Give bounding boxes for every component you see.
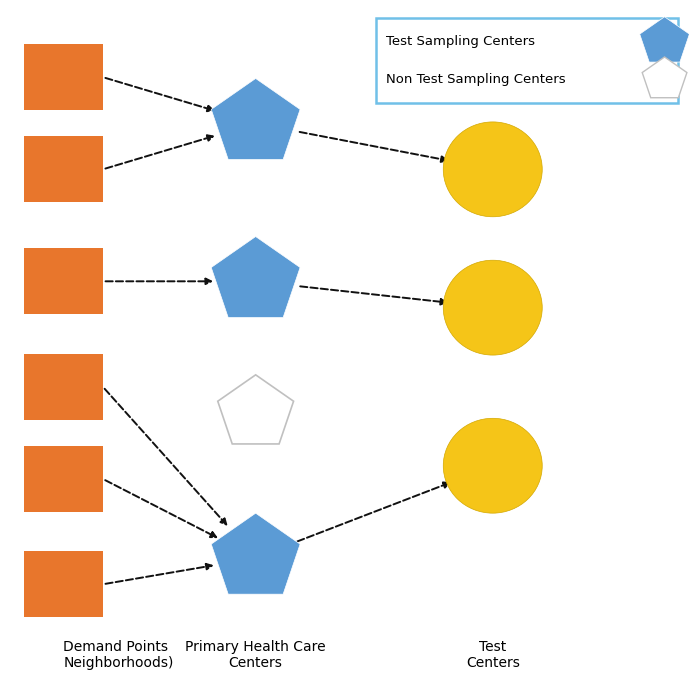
Bar bbox=[23, 137, 103, 202]
Text: Non Test Sampling Centers: Non Test Sampling Centers bbox=[386, 73, 566, 86]
Text: Demand Points
Neighborhoods): Demand Points Neighborhoods) bbox=[63, 640, 174, 671]
Text: Test Sampling Centers: Test Sampling Centers bbox=[386, 35, 535, 48]
Text: Primary Health Care
Centers: Primary Health Care Centers bbox=[186, 640, 326, 671]
FancyBboxPatch shape bbox=[376, 18, 678, 103]
Bar bbox=[23, 248, 103, 314]
Bar bbox=[23, 446, 103, 512]
Polygon shape bbox=[640, 17, 689, 62]
Bar bbox=[23, 44, 103, 110]
Polygon shape bbox=[218, 375, 293, 444]
Text: Test
Centers: Test Centers bbox=[466, 640, 520, 671]
Circle shape bbox=[443, 260, 542, 355]
Circle shape bbox=[443, 122, 542, 217]
Polygon shape bbox=[642, 57, 687, 98]
Bar bbox=[23, 552, 103, 617]
Circle shape bbox=[443, 418, 542, 513]
Polygon shape bbox=[211, 237, 300, 318]
Polygon shape bbox=[211, 513, 300, 594]
Polygon shape bbox=[211, 78, 300, 160]
Bar bbox=[23, 354, 103, 420]
